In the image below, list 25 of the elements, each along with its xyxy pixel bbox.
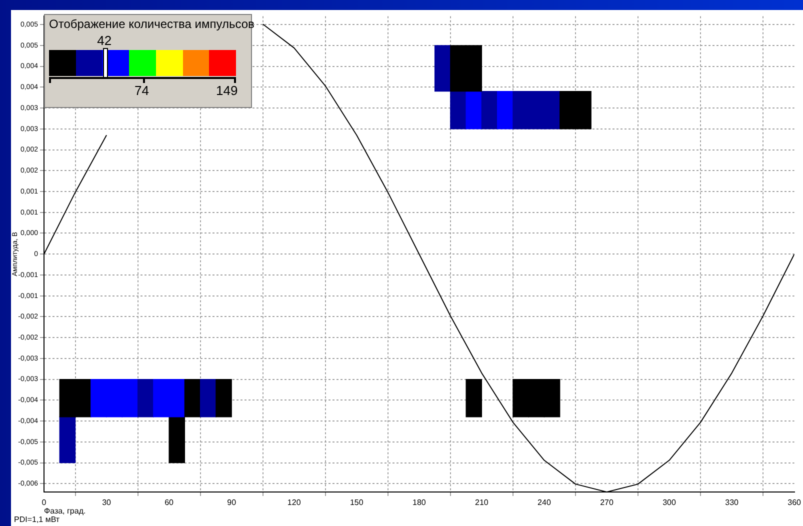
x-tick-label: 270 (600, 498, 614, 508)
bar (481, 90, 498, 130)
x-tick-label: 180 (412, 498, 426, 508)
bar (496, 90, 514, 130)
x-axis-title: Фаза, град. (44, 506, 86, 516)
annotation: 42 (97, 33, 112, 48)
x-tick-label: 240 (538, 498, 552, 508)
annotation: Отображение количества импульсов (49, 17, 254, 31)
bar (466, 90, 482, 130)
x-tick-label: 360 (788, 498, 802, 508)
x-tick-label: 150 (350, 498, 364, 508)
annotation: 74 (134, 83, 149, 98)
x-tick-label: 300 (662, 498, 676, 508)
x-tick-label: 30 (102, 498, 112, 508)
x-tick-label: 330 (725, 498, 740, 508)
x-tick-label: 60 (164, 498, 174, 508)
x-tick-label: 0 (42, 498, 47, 508)
annotation: 149 (216, 83, 238, 98)
bar (450, 90, 466, 130)
x-tick-label: 90 (227, 498, 237, 508)
text: PDI=1,1 мВт (14, 515, 60, 524)
x-tick-label: 120 (287, 498, 302, 508)
bar (466, 378, 482, 418)
bar (216, 378, 232, 418)
x-tick-label: 210 (475, 498, 489, 508)
